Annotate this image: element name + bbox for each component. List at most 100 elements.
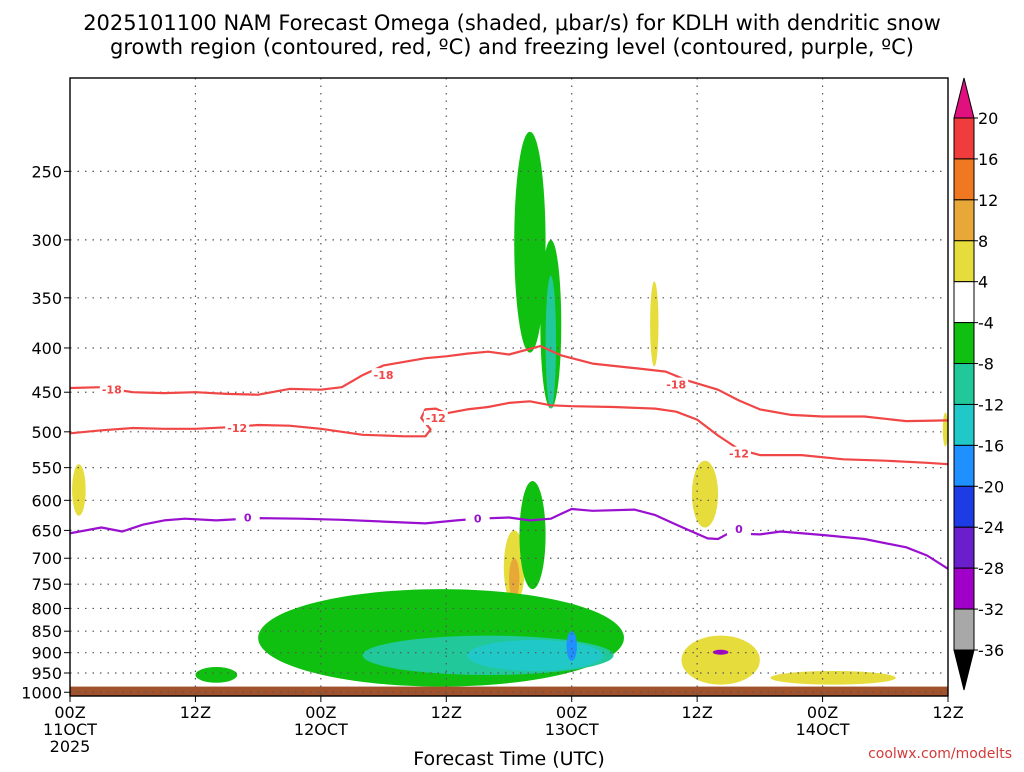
colorbar-tick-label-9: -20 [978,477,1004,496]
omega-region-3 [650,281,659,367]
omega-region-4 [72,464,86,516]
x-axis-label: Forecast Time (UTC) [413,748,604,768]
contour-label--12: -12 [729,448,749,461]
y-tick-label-750: 750 [31,575,62,594]
omega-region-6 [942,412,948,447]
colorbar-bin-13 [953,608,975,651]
colorbar-tick-label-12: -32 [978,600,1004,619]
colorbar-bin-5 [953,281,975,324]
x-tick-label-12-0: 12Z [180,703,211,722]
chart-title-line-2: growth region (contoured, red, ºC) and f… [110,35,914,59]
omega-shading [72,131,948,687]
contour-label--18: -18 [102,384,122,397]
contour-label--12: -12 [227,422,247,435]
colorbar-bin-4 [953,240,975,283]
colorbar-tick-label-4: 4 [978,273,988,292]
contour-label--18: -18 [666,379,686,392]
ground-surface [70,686,948,696]
colorbar-bin-9 [953,444,975,487]
plot-border [69,77,949,697]
contour-label-bg-1-1 [423,411,448,426]
omega-region-13 [467,639,604,672]
colorbar-tick-label-3: 8 [978,232,988,251]
colorbar-bin-12 [953,567,975,610]
colorbar-tick-label-6: -8 [978,355,994,374]
colorbar-bin-bottom [953,649,975,691]
contour-label-bg-0-0 [99,382,124,397]
y-tick-label-450: 450 [31,383,62,402]
colorbar-tick-label-13: -36 [978,641,1004,660]
x-tick-label-0-2: 2025 [50,737,91,756]
contour-label-0: 0 [244,511,252,524]
x-tick-label-48-1: 13OCT [545,720,599,739]
colorbar-bin-top [953,77,975,119]
x-tick-label-84-0: 12Z [932,703,963,722]
colorbar-bin-11 [953,526,975,569]
x-tick-label-24-0: 00Z [305,703,336,722]
grid-lines [70,78,948,696]
y-tick-label-400: 400 [31,339,62,358]
colorbar-bin-10 [953,485,975,528]
omega-region-8 [509,558,520,599]
colorbar-bin-8 [953,403,975,446]
omega-region-17 [712,649,729,655]
y-tick-label-250: 250 [31,162,62,181]
contour-label-0: 0 [735,523,743,536]
omega-region-0 [514,131,546,353]
x-tick-label-48-0: 00Z [556,703,587,722]
colorbar-bin-6 [953,322,975,365]
omega-region-15 [681,635,760,685]
contour-label-bg-1-2 [726,446,751,461]
colorbar-bin-2 [953,158,975,201]
contour-label-0: 0 [474,513,482,526]
x-tick-label-72-0: 00Z [807,703,838,722]
contour-label-bg-0-2 [664,377,689,392]
colorbar-bin-3 [953,199,975,242]
colorbar-tick-label-5: -4 [978,314,994,333]
chart-title: 2025101100 NAM Forecast Omega (shaded, μ… [83,11,941,59]
colorbar-tick-label-0: 20 [978,109,998,128]
x-tick-label-24-1: 12OCT [294,720,348,739]
omega-region-16 [770,671,896,685]
contour-label-bg-0-1 [371,368,396,383]
y-tick-label-700: 700 [31,549,62,568]
contour-label--18: -18 [374,369,394,382]
x-tick-label-72-1: 14OCT [796,720,850,739]
colorbar-tick-label-7: -12 [978,395,1004,414]
y-tick-label-350: 350 [31,289,62,308]
colorbar-tick-label-8: -16 [978,436,1004,455]
omega-region-5 [691,460,719,528]
colorbar-tick-label-11: -28 [978,559,1004,578]
ground-fill [70,686,948,696]
contour-label-bg-2-0 [235,510,260,525]
y-tick-label-850: 850 [31,622,62,641]
omega-region-2 [545,275,557,409]
y-tick-label-550: 550 [31,459,62,478]
site-credit[interactable]: coolwx.com/modelts [868,746,1012,762]
contour-label-bg-1-0 [225,421,250,436]
colorbar-bin-1 [953,117,975,160]
contour-label-bg-2-2 [726,522,751,537]
colorbar-tick-label-10: -24 [978,518,1004,537]
colorbar-tick-label-1: 16 [978,150,998,169]
contour-label--12: -12 [426,412,446,425]
plot-frame [69,77,949,697]
x-tick-label-0-0: 00Z [54,703,85,722]
y-tick-label-1000: 1000 [21,683,62,702]
omega-region-9 [519,481,546,590]
line-contours: -18 -18 -18 -12 -12 -12 0 0 0 [70,345,948,570]
omega-region-10 [195,667,238,683]
contour-label-bg-2-1 [465,511,490,526]
y-tick-label-600: 600 [31,491,62,510]
y-tick-label-650: 650 [31,521,62,540]
y-tick-label-950: 950 [31,664,62,683]
contour-line--18 [70,345,948,423]
y-tick-label-500: 500 [31,423,62,442]
y-tick-label-800: 800 [31,599,62,618]
y-axis: 250 300 350 400 450 500 550 600 650 700 750 800 850 9… [21,162,70,702]
omega-region-14 [566,631,577,661]
chart-title-line-1: 2025101100 NAM Forecast Omega (shaded, μ… [83,11,941,35]
